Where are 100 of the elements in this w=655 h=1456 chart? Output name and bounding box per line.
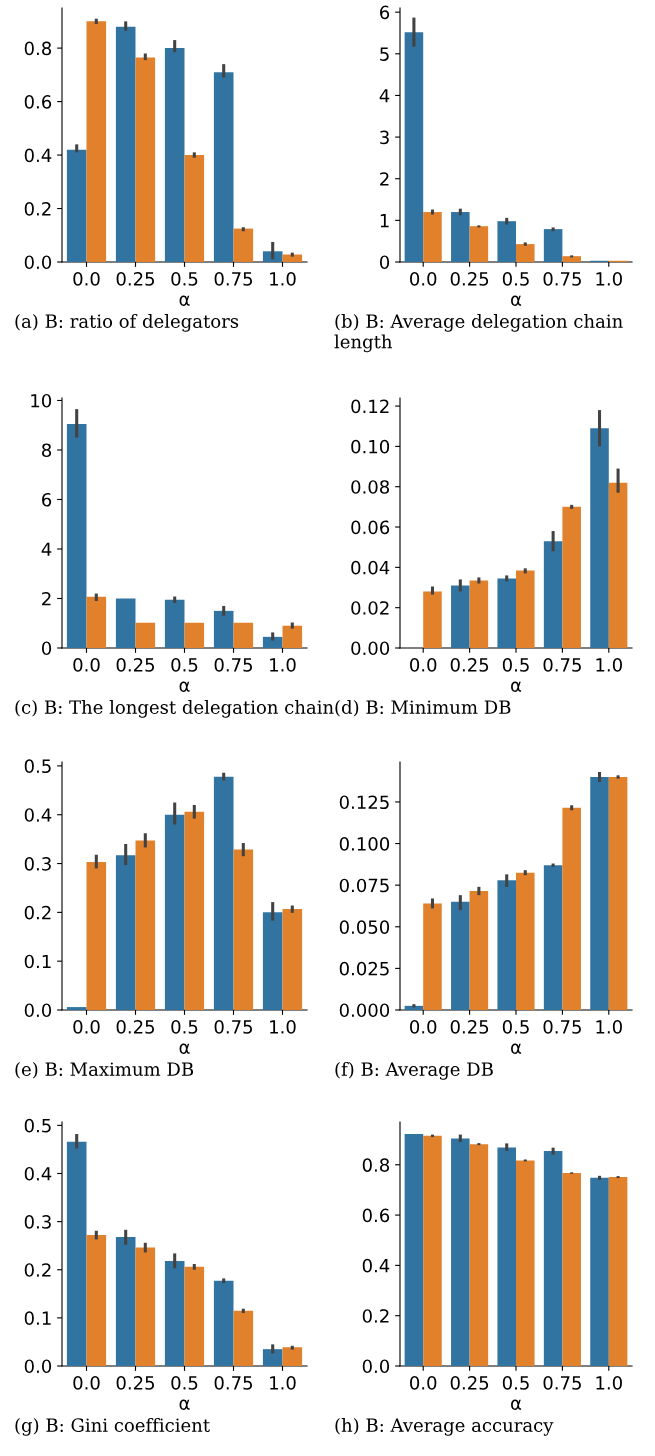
y-tick-label: 0.0	[362, 1359, 390, 1374]
bar	[451, 585, 470, 648]
bar	[115, 26, 136, 262]
bar	[451, 1138, 470, 1366]
y-tick-label: 0.6	[24, 95, 52, 109]
y-tick-label: 0.8	[24, 41, 52, 56]
x-axis-title: α	[511, 1399, 522, 1410]
text: (h) B: Average accuracy	[335, 1418, 554, 1436]
y-tick-label: 8	[42, 443, 52, 458]
x-tick-label: 1.0	[270, 1020, 296, 1034]
y-tick-label: 0.2	[362, 1309, 389, 1323]
y-tick-label: 2	[380, 172, 389, 186]
bar	[562, 506, 581, 648]
x-tick-label: 0.75	[543, 1020, 581, 1034]
y-tick-label: 3	[380, 130, 389, 145]
x-tick-label: 0.0	[410, 272, 437, 286]
bar	[516, 1160, 535, 1366]
bar	[469, 226, 489, 262]
y-tick-label: 0	[41, 641, 52, 656]
bar	[164, 48, 185, 262]
bar	[135, 622, 156, 648]
bar	[451, 212, 470, 262]
bar	[164, 814, 185, 1010]
x-tick-label: 0.25	[450, 658, 489, 672]
x-axis-title: α	[179, 681, 190, 692]
x-tick-label: 1.0	[596, 272, 622, 286]
text: (a) B: ratio of delegators	[15, 314, 239, 332]
x-tick-label: 0.5	[502, 1376, 529, 1390]
x-tick-label: 0.0	[73, 272, 100, 286]
bar	[423, 1135, 442, 1366]
y-tick-label: 2	[42, 591, 51, 606]
bar	[516, 244, 535, 262]
y-tick-label: 0.5	[24, 759, 51, 774]
text: (e) B: Maximum DB	[15, 1062, 194, 1079]
y-tick-label: 0.4	[24, 1166, 52, 1181]
y-tick-label: 0.0	[24, 255, 52, 270]
bar	[233, 1310, 254, 1366]
text: (g) B: Gini coefficient	[15, 1418, 210, 1436]
bar	[282, 1347, 303, 1366]
y-tick-label: 0.1	[24, 1311, 51, 1325]
x-tick-label: 1.0	[270, 1376, 296, 1390]
x-axis-title: α	[179, 1399, 190, 1410]
x-tick-label: 1.0	[596, 1020, 622, 1034]
bar	[469, 890, 489, 1010]
text: (d) B: Minimum DB	[335, 700, 511, 717]
bar	[115, 1237, 136, 1366]
y-tick-label: 0.0	[24, 1359, 52, 1374]
x-tick-label: 0.25	[450, 1376, 489, 1390]
y-tick-label: 10	[31, 393, 52, 408]
text: (c) B: The longest delegation chain	[15, 700, 334, 718]
bar	[282, 625, 303, 648]
x-tick-label: 1.0	[270, 658, 296, 672]
bar	[497, 880, 516, 1010]
bar	[184, 622, 205, 648]
bar	[164, 1261, 185, 1366]
y-tick-label: 0.06	[351, 520, 390, 535]
x-tick-label: 1.0	[270, 272, 296, 286]
y-tick-label: 6	[380, 5, 390, 20]
x-tick-label: 1.0	[596, 1376, 622, 1390]
text: (f) B: Average DB	[335, 1062, 493, 1080]
bar	[590, 428, 609, 648]
y-tick-label: 0.000	[339, 1003, 390, 1018]
y-tick-label: 0.5	[24, 1118, 51, 1133]
bar	[282, 908, 303, 1010]
y-tick-label: 0.04	[351, 560, 390, 575]
bar	[608, 482, 628, 648]
bar	[590, 776, 609, 1010]
bar	[404, 1134, 424, 1366]
bar	[66, 423, 87, 648]
x-tick-label: 0.25	[116, 1376, 155, 1390]
bar	[86, 21, 107, 262]
bar	[516, 570, 535, 648]
x-tick-label: 0.0	[73, 1376, 100, 1390]
bar	[562, 807, 581, 1010]
x-tick-label: 0.75	[543, 272, 581, 286]
y-tick-label: 0.100	[339, 837, 390, 851]
y-tick-label: 0.075	[339, 878, 389, 893]
bar	[590, 1177, 609, 1366]
bar	[86, 596, 107, 648]
bar	[543, 865, 563, 1010]
y-tick-label: 1	[380, 214, 389, 228]
bar	[135, 1247, 156, 1366]
x-axis-title: α	[511, 1043, 522, 1054]
bar	[262, 636, 283, 648]
x-tick-label: 0.5	[502, 658, 529, 672]
bar	[451, 901, 470, 1010]
y-tick-label: 0.2	[24, 201, 51, 216]
bar	[497, 578, 516, 648]
bar	[543, 1150, 563, 1366]
bar	[233, 849, 254, 1010]
y-tick-label: 0.08	[351, 480, 390, 494]
y-tick-label: 0.0	[24, 1003, 52, 1018]
x-axis-title: α	[511, 295, 522, 306]
bar	[135, 57, 156, 262]
bar	[562, 256, 581, 262]
x-tick-label: 0.0	[410, 1020, 437, 1034]
y-tick-label: 0.025	[339, 961, 389, 976]
bar	[423, 212, 442, 262]
x-tick-label: 0.25	[450, 272, 489, 286]
y-tick-label: 0.125	[339, 795, 389, 810]
